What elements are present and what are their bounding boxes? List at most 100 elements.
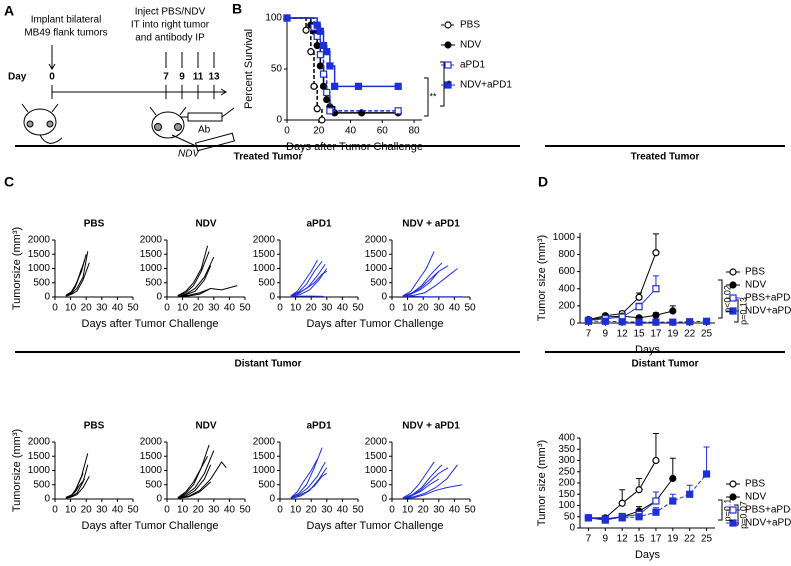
marker	[635, 293, 643, 301]
y-tick-label: 1500	[28, 249, 51, 260]
series-line	[65, 473, 84, 498]
chart-title: aPD1	[306, 421, 331, 432]
panel-label: D	[538, 174, 548, 190]
x-tick-label: 7	[586, 329, 592, 340]
annotation: p=0.13	[738, 297, 748, 325]
series-line	[290, 472, 328, 499]
x-tick-label: 40	[224, 505, 236, 516]
marker	[686, 490, 694, 498]
legend-label: PBS	[745, 267, 765, 278]
x-tick-label: 30	[433, 303, 445, 314]
marker	[354, 82, 363, 90]
legend-label: PBS+aPD-1	[745, 505, 791, 516]
x-tick-label: 22	[684, 534, 696, 545]
series-line	[65, 475, 90, 499]
x-tick-label: 50	[239, 505, 251, 516]
series-line	[177, 251, 210, 297]
series-line	[177, 456, 208, 498]
x-tick-label: 22	[684, 329, 696, 340]
y-tick-label: 1500	[253, 451, 276, 462]
y-tick-label: 0	[44, 494, 50, 505]
x-tick-label: 40	[224, 303, 236, 314]
x-tick-label: 25	[701, 534, 713, 545]
marker	[618, 318, 626, 326]
x-tick-label: 40	[112, 505, 124, 516]
y-tick-label: 0	[269, 494, 275, 505]
y-tick-label: 400	[558, 283, 575, 294]
y-tick-label: 50	[271, 64, 283, 75]
syringe-label: Ab	[198, 125, 211, 136]
series-line	[65, 464, 89, 499]
x-tick-label: 9	[603, 534, 609, 545]
x-tick-label: 20	[418, 303, 430, 314]
x-tick-label: 30	[208, 303, 220, 314]
y-tick-label: 600	[558, 266, 575, 277]
marker	[635, 513, 643, 521]
y-tick-label: 2000	[365, 235, 388, 246]
series-line	[290, 447, 323, 499]
y-tick-label: 2000	[140, 437, 163, 448]
y-tick-label: 500	[145, 277, 162, 288]
series-line	[177, 481, 212, 499]
step-text: Implant bilateral	[31, 15, 102, 26]
day-number: 7	[163, 72, 169, 83]
series-line	[65, 262, 90, 297]
x-tick-label: 12	[617, 329, 629, 340]
legend-label: NDV+aPD-1	[745, 518, 791, 529]
syringe-label: NDV	[178, 149, 200, 160]
marker	[319, 41, 328, 50]
x-tick-label: 50	[127, 303, 139, 314]
marker	[394, 82, 402, 90]
y-tick-label: 2000	[365, 437, 388, 448]
series-line	[402, 464, 443, 499]
marker	[702, 317, 711, 325]
marker	[584, 317, 593, 325]
x-tick-label: 30	[96, 505, 108, 516]
marker	[729, 493, 737, 501]
marker	[729, 307, 737, 315]
day-label: Day	[8, 72, 27, 83]
x-tick-label: 15	[634, 534, 646, 545]
marker	[283, 14, 291, 22]
x-axis-label: Days	[635, 344, 661, 356]
x-tick-label: 10	[65, 505, 77, 516]
x-tick-label: 40	[112, 303, 124, 314]
series-line	[177, 464, 212, 499]
panel-label: B	[232, 1, 242, 17]
y-tick-label: 350	[558, 444, 575, 455]
marker	[302, 26, 310, 34]
series-line	[290, 458, 318, 498]
marker	[318, 116, 326, 124]
annotation: *	[447, 78, 451, 88]
marker	[652, 456, 660, 465]
series-line	[402, 270, 440, 297]
x-tick-label: 0	[277, 303, 283, 314]
legend-label: PBS	[460, 20, 480, 31]
x-axis-label: Days after Tumor Challenge	[307, 520, 444, 532]
x-tick-label: 0	[284, 126, 290, 137]
day-number: 13	[208, 72, 220, 83]
y-tick-label: 1000	[553, 232, 576, 243]
marker	[444, 21, 452, 29]
marker	[307, 48, 315, 56]
series-line	[402, 251, 435, 297]
legend-label: NDV	[460, 40, 481, 51]
x-tick-label: 0	[52, 303, 58, 314]
marker	[316, 62, 324, 70]
x-tick-label: 30	[433, 505, 445, 516]
chart-title: NDV + aPD1	[402, 421, 460, 432]
y-tick-label: 0	[569, 318, 575, 329]
y-tick-label: 100	[558, 500, 575, 511]
marker	[316, 27, 324, 35]
chart-title: NDV	[195, 421, 216, 432]
y-tick-label: 2000	[28, 235, 51, 246]
marker	[618, 514, 626, 522]
marker	[652, 311, 660, 319]
series-line	[290, 270, 328, 297]
y-tick-label: 800	[558, 249, 575, 260]
y-tick-label: 2000	[140, 235, 163, 246]
y-tick-label: 1500	[365, 451, 388, 462]
y-tick-label: 1000	[140, 263, 163, 274]
x-tick-label: 50	[352, 303, 364, 314]
day-number: 0	[49, 72, 55, 83]
